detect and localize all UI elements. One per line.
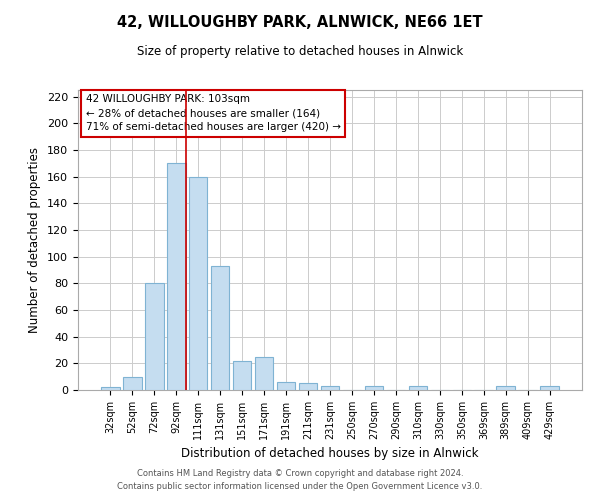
Text: Size of property relative to detached houses in Alnwick: Size of property relative to detached ho… bbox=[137, 45, 463, 58]
Bar bbox=[496, 386, 515, 390]
Bar bbox=[277, 382, 295, 390]
Bar bbox=[409, 386, 427, 390]
Text: Contains public sector information licensed under the Open Government Licence v3: Contains public sector information licen… bbox=[118, 482, 482, 491]
Bar bbox=[365, 386, 383, 390]
Text: Contains HM Land Registry data © Crown copyright and database right 2024.: Contains HM Land Registry data © Crown c… bbox=[137, 468, 463, 477]
Bar bbox=[167, 164, 185, 390]
Bar bbox=[255, 356, 274, 390]
Text: 42 WILLOUGHBY PARK: 103sqm
← 28% of detached houses are smaller (164)
71% of sem: 42 WILLOUGHBY PARK: 103sqm ← 28% of deta… bbox=[86, 94, 341, 132]
Bar bbox=[541, 386, 559, 390]
Bar bbox=[299, 384, 317, 390]
Bar bbox=[123, 376, 142, 390]
Bar bbox=[211, 266, 229, 390]
X-axis label: Distribution of detached houses by size in Alnwick: Distribution of detached houses by size … bbox=[181, 448, 479, 460]
Bar bbox=[145, 284, 164, 390]
Bar bbox=[101, 388, 119, 390]
Bar bbox=[320, 386, 340, 390]
Text: 42, WILLOUGHBY PARK, ALNWICK, NE66 1ET: 42, WILLOUGHBY PARK, ALNWICK, NE66 1ET bbox=[117, 15, 483, 30]
Bar bbox=[189, 176, 208, 390]
Y-axis label: Number of detached properties: Number of detached properties bbox=[28, 147, 41, 333]
Bar bbox=[233, 360, 251, 390]
